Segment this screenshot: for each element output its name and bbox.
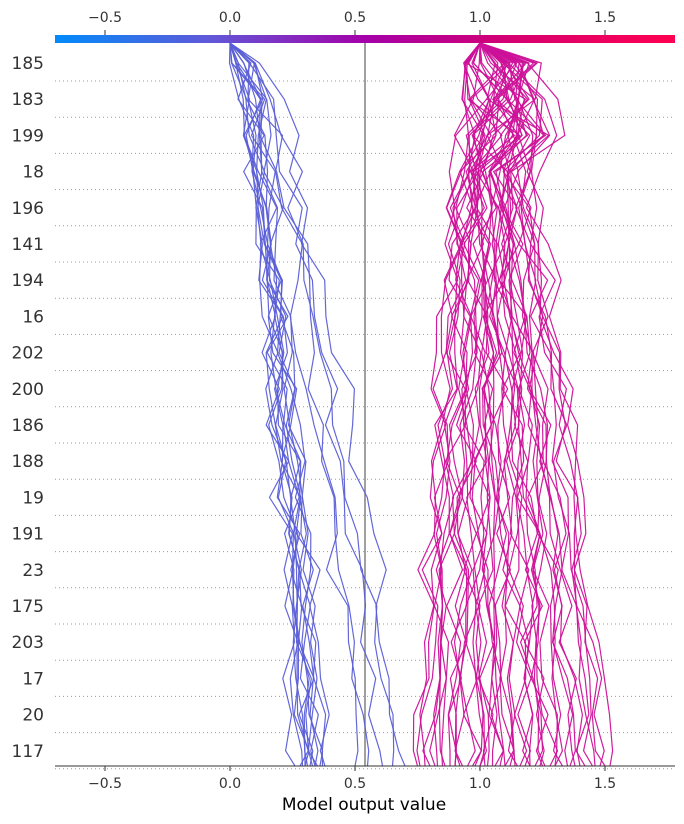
feature-label: 19 <box>22 488 44 508</box>
top-tick-label: 1.0 <box>469 10 491 26</box>
decision-line <box>465 42 518 766</box>
feature-label: 203 <box>12 633 44 653</box>
x-axis-label: Model output value <box>282 795 446 815</box>
decision-line <box>479 42 606 766</box>
decision-line <box>438 42 492 766</box>
decision-line <box>479 42 528 766</box>
bottom-tick-label: 0.5 <box>344 776 366 792</box>
feature-label: 141 <box>12 235 44 255</box>
bottom-tick-label: 0.0 <box>219 776 241 792</box>
gridlines <box>55 80 675 770</box>
decision-line <box>229 42 359 766</box>
feature-label: 18 <box>22 163 44 183</box>
decision-line <box>447 42 528 766</box>
decision-line <box>438 42 523 766</box>
decision-line <box>479 42 596 766</box>
colorbar <box>55 35 675 43</box>
decision-line <box>471 42 532 766</box>
decision-line <box>479 42 536 766</box>
decision-line <box>462 42 530 766</box>
decision-line <box>229 42 319 766</box>
decision-line <box>412 42 485 766</box>
decision-line <box>479 42 574 766</box>
decision-line <box>229 42 324 766</box>
feature-label: 17 <box>22 669 44 689</box>
decision-line <box>479 42 594 766</box>
feature-label: 188 <box>12 452 44 472</box>
feature-label: 20 <box>22 706 44 726</box>
feature-label: 191 <box>12 525 44 545</box>
decision-line <box>229 42 306 766</box>
decision-lines <box>228 42 614 766</box>
top-tick-label: 1.5 <box>594 10 616 26</box>
decision-line <box>228 42 315 766</box>
decision-line <box>479 42 559 766</box>
decision-line <box>229 42 319 766</box>
feature-label: 183 <box>12 90 44 110</box>
feature-label: 200 <box>12 380 44 400</box>
bottom-axis: −0.5 0.0 0.5 1.0 1.5 <box>88 766 616 792</box>
feature-label: 175 <box>12 597 44 617</box>
decision-line <box>466 42 530 766</box>
decision-line <box>479 42 614 766</box>
decision-line <box>229 42 406 766</box>
decision-line <box>479 42 605 766</box>
decision-line <box>446 42 500 766</box>
decision-line <box>472 42 558 766</box>
decision-line <box>433 42 481 766</box>
feature-label: 185 <box>12 54 44 74</box>
feature-label: 194 <box>12 271 44 291</box>
decision-line <box>476 42 516 766</box>
decision-line <box>479 42 545 766</box>
feature-label: 23 <box>22 561 44 581</box>
top-tick-label: −0.5 <box>88 10 122 26</box>
decision-line <box>479 42 546 766</box>
top-tick-label: 0.0 <box>219 10 241 26</box>
feature-label: 199 <box>12 126 44 146</box>
decision-line <box>229 42 309 766</box>
feature-label: 202 <box>12 344 44 364</box>
bottom-tick-label: 1.5 <box>594 776 616 792</box>
feature-label: 186 <box>12 416 44 436</box>
decision-line <box>479 42 576 766</box>
top-axis: −0.5 0.0 0.5 1.0 1.5 <box>88 10 616 35</box>
decision-line <box>479 42 564 766</box>
decision-line <box>479 42 590 766</box>
decision-line <box>229 42 370 766</box>
bottom-tick-label: 1.0 <box>469 776 491 792</box>
decision-line <box>416 42 517 766</box>
feature-label: 16 <box>22 307 44 327</box>
top-tick-label: 0.5 <box>344 10 366 26</box>
feature-label: 196 <box>12 199 44 219</box>
decision-line <box>229 42 384 766</box>
bottom-tick-label: −0.5 <box>88 776 122 792</box>
decision-line <box>467 42 512 766</box>
feature-label: 117 <box>12 742 44 762</box>
y-axis: 185 183 199 18 196 141 194 16 202 200 186 188 19 191 2… <box>12 54 44 762</box>
decision-line <box>229 42 330 766</box>
decision-line <box>419 42 490 766</box>
